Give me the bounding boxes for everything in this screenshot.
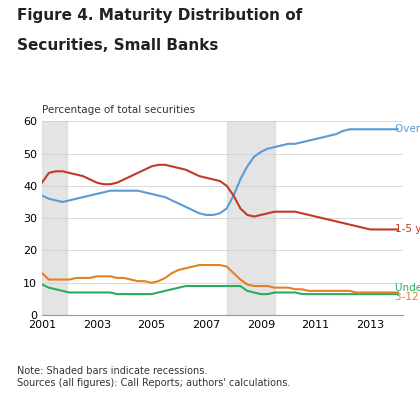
Text: Under 3 months: Under 3 months [395, 283, 420, 292]
Text: Note: Shaded bars indicate recessions.
Sources (all figures): Call Reports; auth: Note: Shaded bars indicate recessions. S… [17, 366, 290, 388]
Bar [227, 121, 275, 315]
Text: Securities, Small Banks: Securities, Small Banks [17, 38, 218, 53]
Bar [42, 121, 67, 315]
Text: Percentage of total securities: Percentage of total securities [42, 105, 195, 115]
Text: 3-12 months: 3-12 months [395, 292, 420, 302]
Text: Figure 4. Maturity Distribution of: Figure 4. Maturity Distribution of [17, 8, 302, 23]
Text: 1-5 years: 1-5 years [395, 225, 420, 234]
Text: Over 5 years: Over 5 years [395, 124, 420, 134]
